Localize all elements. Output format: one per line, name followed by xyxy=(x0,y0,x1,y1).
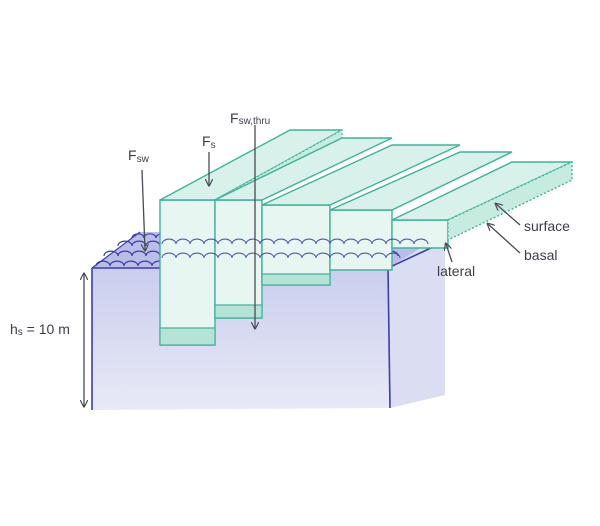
lateral-pointer xyxy=(446,244,453,263)
fswthru-label: Fsw,thru xyxy=(230,110,270,127)
ice-slab-1-bottom-band xyxy=(159,327,216,346)
fs-label: Fs xyxy=(202,133,216,151)
ice-slab-2 xyxy=(214,137,393,319)
ice-slab-1-front xyxy=(159,199,216,346)
fsw-label: Fsw xyxy=(128,147,150,165)
ice-slab-5-side xyxy=(447,160,573,242)
surface-pointer xyxy=(496,204,521,226)
basal-pointer xyxy=(488,224,521,254)
hs-label: hs = 10 m xyxy=(10,321,70,338)
basal-label: basal xyxy=(524,247,557,263)
ice-slab-2-bottom-band xyxy=(214,304,263,319)
lateral-label: lateral xyxy=(437,263,475,279)
ice-slab-3-front xyxy=(261,204,331,286)
ice-slab-3-top xyxy=(261,144,461,206)
wave-overlay-row-2 xyxy=(161,252,401,259)
ice-slab-5 xyxy=(391,160,573,249)
flux-arrows xyxy=(84,125,521,406)
ice-slab-3 xyxy=(261,144,461,286)
ocean-right-edge xyxy=(387,267,391,409)
ice-slab-2-top xyxy=(214,137,393,201)
ice-slab-4-top xyxy=(329,151,513,211)
fsw-arrow xyxy=(142,169,145,250)
ocean-side-face xyxy=(388,240,445,408)
wave-overlay-row-1 xyxy=(161,238,429,245)
wave-overlay xyxy=(161,238,429,259)
ice-slab-3-bottom-band xyxy=(261,273,331,286)
surface-label: surface xyxy=(524,218,570,234)
